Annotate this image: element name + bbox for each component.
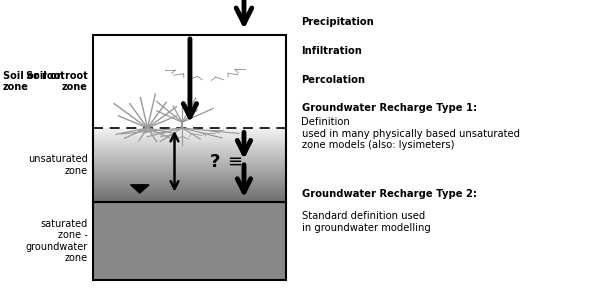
Bar (93, 147, 286, 148)
Bar (93, 131, 286, 132)
Bar (93, 162, 286, 163)
Bar (93, 144, 286, 145)
Bar (93, 167, 286, 168)
Bar (93, 201, 286, 202)
Bar (93, 171, 286, 172)
Bar (93, 184, 286, 185)
Bar (93, 151, 286, 152)
Bar (93, 128, 286, 129)
Bar (93, 186, 286, 187)
Bar (93, 178, 286, 179)
Text: Soil or root
zone: Soil or root zone (3, 71, 65, 92)
Text: Precipitation: Precipitation (302, 17, 374, 27)
Bar (93, 141, 286, 142)
Text: Soil or root
zone: Soil or root zone (26, 71, 87, 92)
Bar (93, 134, 286, 135)
Bar (93, 139, 286, 140)
Bar (93, 192, 286, 193)
Bar (93, 194, 286, 195)
Text: Definition
used in many physically based unsaturated
zone models (also: lysimete: Definition used in many physically based… (302, 117, 520, 150)
Bar (93, 183, 286, 184)
Bar (93, 180, 286, 181)
Bar (93, 132, 286, 133)
Bar (93, 177, 286, 178)
Bar (93, 185, 286, 186)
Text: saturated
zone -
groundwater
zone: saturated zone - groundwater zone (25, 218, 87, 264)
Bar (93, 149, 286, 150)
Bar (93, 142, 286, 143)
Text: Standard definition used
in groundwater modelling: Standard definition used in groundwater … (302, 211, 431, 233)
Bar (93, 198, 286, 199)
Bar (93, 158, 286, 159)
Bar (93, 157, 286, 158)
Bar (93, 146, 286, 147)
Bar (93, 133, 286, 134)
Text: Groundwater Recharge Type 2:: Groundwater Recharge Type 2: (302, 189, 476, 199)
Bar (93, 148, 286, 149)
Bar (93, 191, 286, 192)
Bar (93, 193, 286, 194)
Bar (93, 197, 286, 198)
Bar (93, 188, 286, 189)
Bar (93, 195, 286, 196)
Bar (93, 156, 286, 157)
Bar (93, 163, 286, 164)
Bar (93, 166, 286, 167)
Bar (93, 200, 286, 201)
Bar (93, 176, 286, 177)
Bar (93, 159, 286, 160)
Bar (93, 175, 286, 176)
Bar (93, 181, 286, 182)
Bar (93, 135, 286, 136)
Bar (93, 143, 286, 144)
Bar (93, 169, 286, 170)
Bar (93, 165, 286, 166)
Text: Groundwater Recharge Type 1:: Groundwater Recharge Type 1: (302, 103, 477, 113)
Polygon shape (130, 185, 149, 193)
Bar (93, 130, 286, 131)
Bar (93, 155, 286, 156)
Bar (93, 35, 286, 128)
Text: Percolation: Percolation (302, 75, 365, 85)
Text: unsaturated
zone: unsaturated zone (28, 154, 87, 176)
Bar (93, 160, 286, 161)
Bar (93, 174, 286, 175)
Bar (93, 164, 286, 165)
Text: ?: ? (210, 153, 220, 171)
Bar (93, 145, 286, 146)
Bar (93, 172, 286, 173)
Bar (93, 182, 286, 183)
Bar (93, 136, 286, 137)
Bar (93, 199, 286, 200)
Bar (93, 173, 286, 174)
Bar (93, 154, 286, 155)
Bar (93, 161, 286, 162)
Bar (93, 187, 286, 188)
Text: Infiltration: Infiltration (302, 46, 362, 56)
Bar (93, 190, 286, 191)
Bar (93, 179, 286, 180)
Bar (93, 137, 286, 138)
Bar (93, 170, 286, 171)
Bar (93, 196, 286, 197)
Bar (93, 138, 286, 139)
Bar (93, 140, 286, 141)
Bar (93, 153, 286, 154)
Bar (93, 189, 286, 190)
Bar (93, 35, 286, 280)
Text: ≡: ≡ (227, 153, 242, 171)
Bar (93, 168, 286, 169)
Bar (93, 129, 286, 130)
Bar (93, 202, 286, 280)
Bar (93, 152, 286, 153)
Bar (93, 150, 286, 151)
